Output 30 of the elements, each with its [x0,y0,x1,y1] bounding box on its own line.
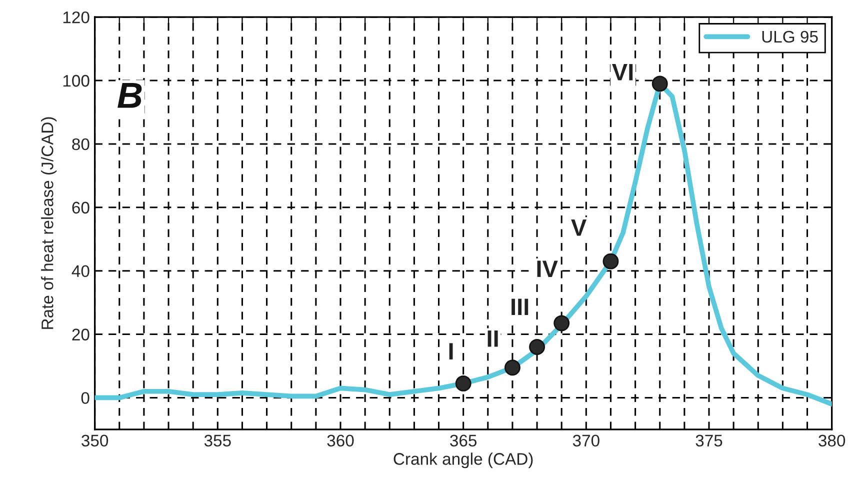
point [455,375,472,392]
annotation: VI [612,64,633,80]
annotation: II [488,330,498,347]
annotation: V [571,219,586,236]
point [529,338,546,355]
annotation: I [449,343,453,360]
y-tick-label: 0 [81,392,90,404]
x-tick-label: 380 [818,434,846,447]
x-tick-label: 365 [450,434,477,447]
point [652,76,668,92]
x-tick-label: 355 [204,434,231,447]
x-axis-title: Crank angle (CAD) [394,452,533,468]
legend-label: ULG 95 [762,30,818,43]
annotation: III [512,298,528,316]
y-tick-label: 60 [72,202,90,214]
y-tick-label: 20 [72,328,90,340]
annotation: IV [537,260,558,277]
x-tick-label: 360 [327,434,354,447]
point [602,253,619,270]
point [554,315,570,332]
y-tick-label: 100 [63,74,90,87]
point [504,360,520,376]
y-tick-label: 120 [63,11,90,24]
x-tick-label: 375 [696,434,722,447]
y-tick-label: 80 [72,138,90,150]
y-axis-title: Rate of heat release (J/CAD) [41,117,57,329]
y-tick-label: 40 [72,265,90,278]
annotation: B [118,82,142,108]
x-tick-label: 350 [82,434,108,447]
x-tick-label: 370 [572,434,600,447]
